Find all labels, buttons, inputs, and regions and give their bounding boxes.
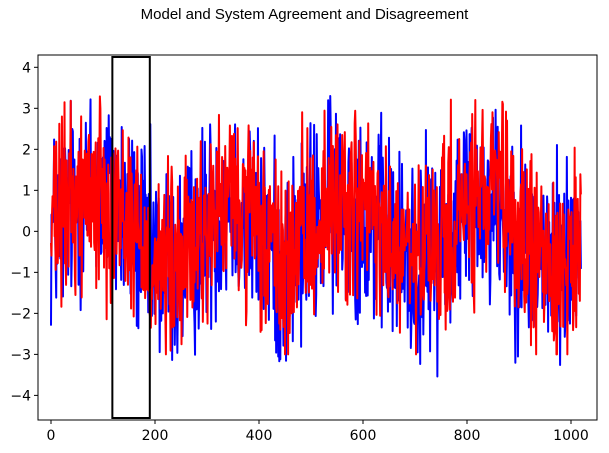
plot-frame [37, 54, 598, 421]
y-tick-label: 4 [22, 60, 31, 76]
y-tick-label: −4 [10, 388, 31, 404]
series-line-2 [50, 95, 582, 356]
ticks-layer: 0 200 400 600 800 1000 4 3 2 1 0 −1 −2 −3 −4 [10, 60, 588, 444]
highlight-box [111, 56, 151, 419]
y-tick-label: 2 [22, 142, 31, 158]
x-tick-label: 400 [246, 428, 273, 444]
series-layer [50, 95, 582, 378]
y-tick-label: 1 [22, 183, 31, 199]
chart-title: Model and System Agreement and Disagreem… [140, 6, 469, 23]
x-tick-label: 600 [350, 428, 377, 444]
x-tick-label: 200 [142, 428, 169, 444]
x-tick-label: 1000 [553, 428, 589, 444]
y-tick-label: −1 [10, 265, 31, 281]
x-tick-label: 800 [454, 428, 481, 444]
y-tick-label: 3 [22, 101, 31, 117]
y-tick-label: 0 [22, 224, 31, 240]
y-tick-label: −3 [10, 347, 31, 363]
y-tick-label: −2 [10, 306, 31, 322]
series-line-1 [50, 95, 582, 378]
x-tick-label: 0 [47, 428, 56, 444]
